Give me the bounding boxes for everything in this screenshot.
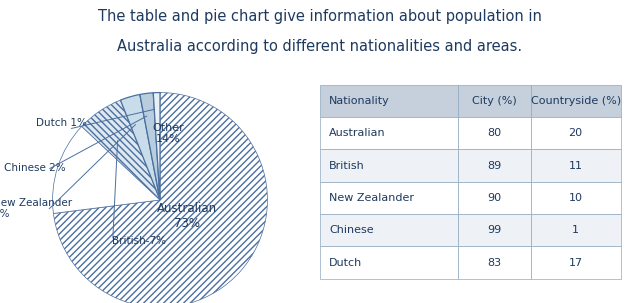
Text: 90: 90	[488, 193, 502, 203]
Text: New Zealander: New Zealander	[329, 193, 414, 203]
Bar	[320, 182, 458, 214]
Bar	[458, 182, 531, 214]
Text: 99: 99	[487, 225, 502, 235]
Wedge shape	[82, 100, 160, 200]
Bar	[531, 246, 621, 279]
Bar	[320, 149, 458, 182]
Text: Australian
73%: Australian 73%	[157, 202, 217, 230]
Text: Chinese: Chinese	[329, 225, 374, 235]
Bar	[531, 182, 621, 214]
Text: Australian: Australian	[329, 128, 386, 138]
Text: British: British	[329, 161, 365, 171]
Text: Countryside (%): Countryside (%)	[531, 96, 621, 106]
Bar	[320, 85, 458, 117]
Text: 80: 80	[488, 128, 502, 138]
Bar	[458, 85, 531, 117]
Text: New Zealander
3%: New Zealander 3%	[0, 198, 72, 219]
Text: 89: 89	[487, 161, 502, 171]
Bar	[458, 214, 531, 246]
Text: City (%): City (%)	[472, 96, 517, 106]
Text: British-7%: British-7%	[111, 236, 166, 246]
Text: 17: 17	[568, 258, 583, 268]
Text: 20: 20	[568, 128, 583, 138]
Bar	[320, 246, 458, 279]
Text: 83: 83	[488, 258, 502, 268]
Bar	[531, 117, 621, 149]
Text: Nationality: Nationality	[329, 96, 390, 106]
Wedge shape	[52, 126, 160, 213]
Wedge shape	[153, 92, 160, 200]
Bar	[320, 117, 458, 149]
Bar	[531, 214, 621, 246]
Text: 11: 11	[569, 161, 582, 171]
Wedge shape	[140, 93, 160, 200]
Bar	[531, 85, 621, 117]
Text: The table and pie chart give information about population in: The table and pie chart give information…	[98, 9, 542, 24]
Text: Other
14%: Other 14%	[153, 123, 184, 144]
Bar	[531, 149, 621, 182]
Wedge shape	[120, 95, 160, 200]
Bar	[458, 117, 531, 149]
Bar	[458, 149, 531, 182]
Text: Chinese 2%: Chinese 2%	[4, 163, 66, 173]
Text: Australia according to different nationalities and areas.: Australia according to different nationa…	[117, 39, 523, 55]
Text: 10: 10	[569, 193, 582, 203]
Text: Dutch: Dutch	[329, 258, 362, 268]
Text: Dutch 1%: Dutch 1%	[36, 118, 87, 128]
Bar	[458, 246, 531, 279]
Wedge shape	[53, 92, 268, 303]
Text: 1: 1	[572, 225, 579, 235]
Bar	[320, 214, 458, 246]
